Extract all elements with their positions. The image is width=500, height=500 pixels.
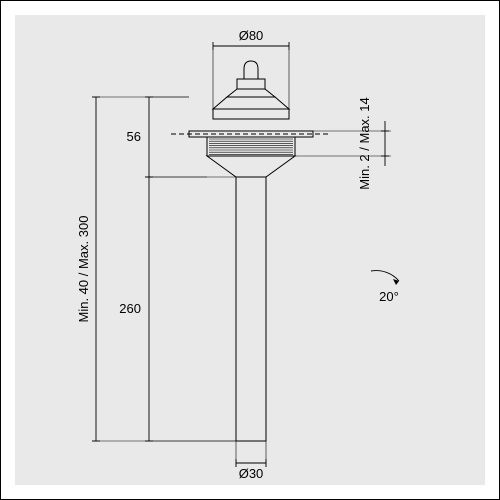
svg-text:Ø30: Ø30 (239, 466, 264, 481)
svg-text:20°: 20° (379, 289, 399, 304)
svg-text:56: 56 (127, 129, 141, 144)
svg-text:260: 260 (119, 301, 141, 316)
svg-text:Min. 40 / Max. 300: Min. 40 / Max. 300 (76, 216, 91, 323)
diagram-background: Ø80 Ø30 56 260 Min. 40 / Max. 300 Min. 2 / Ma… (15, 15, 485, 485)
svg-text:Ø80: Ø80 (239, 28, 264, 43)
dimension-drawing: Ø80 Ø30 56 260 Min. 40 / Max. 300 Min. 2 / Ma… (15, 15, 487, 487)
svg-text:Min. 2 / Max. 14: Min. 2 / Max. 14 (357, 97, 372, 189)
diagram-frame: Ø80 Ø30 56 260 Min. 40 / Max. 300 Min. 2 / Ma… (0, 0, 500, 500)
